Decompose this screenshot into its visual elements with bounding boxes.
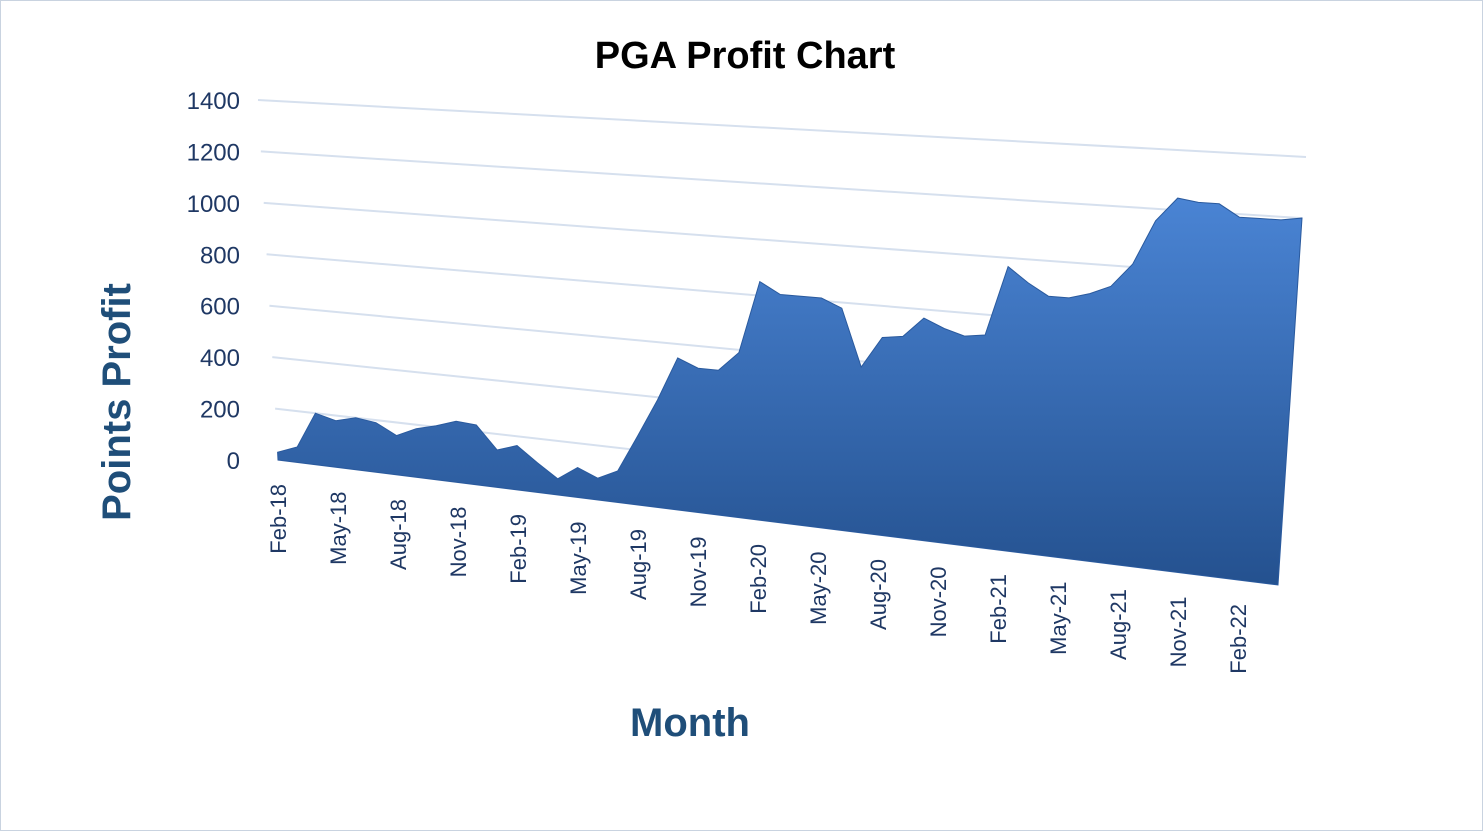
y-tick-label: 0 bbox=[227, 448, 240, 475]
x-tick-label: Nov-20 bbox=[926, 567, 951, 638]
chart-title: PGA Profit Chart bbox=[595, 35, 896, 77]
y-tick-label: 600 bbox=[200, 294, 240, 321]
area-series bbox=[277, 197, 1303, 586]
x-tick-label: Nov-18 bbox=[446, 507, 471, 578]
x-tick-label: Feb-18 bbox=[266, 484, 291, 554]
x-tick-label: Aug-18 bbox=[386, 499, 411, 570]
y-tick-label: 200 bbox=[200, 397, 240, 424]
y-tick-label: 1000 bbox=[187, 191, 240, 218]
area-series-fill bbox=[277, 197, 1303, 586]
y-tick-label: 1400 bbox=[187, 88, 240, 115]
x-tick-label: Nov-19 bbox=[686, 537, 711, 608]
x-tick-label: Nov-21 bbox=[1166, 597, 1191, 668]
x-tick-label: Feb-19 bbox=[506, 514, 531, 584]
y-axis-title: Points Profit bbox=[95, 283, 139, 521]
x-tick-label: Feb-22 bbox=[1226, 604, 1251, 674]
x-tick-label: May-19 bbox=[566, 522, 591, 595]
y-tick-label: 400 bbox=[200, 345, 240, 372]
x-tick-label: Feb-21 bbox=[986, 574, 1011, 644]
x-tick-label: May-20 bbox=[806, 552, 831, 625]
x-tick-label: May-21 bbox=[1046, 582, 1071, 655]
y-tick-label: 800 bbox=[200, 242, 240, 269]
y-axis-ticks: 0 200 400 600 800 1000 1200 1400 bbox=[187, 88, 240, 475]
x-tick-label: Aug-20 bbox=[866, 559, 891, 630]
x-tick-label: May-18 bbox=[326, 492, 351, 565]
gridline bbox=[257, 99, 1307, 158]
x-tick-label: Aug-19 bbox=[626, 529, 651, 600]
gridline bbox=[260, 150, 1303, 220]
y-tick-label: 1200 bbox=[187, 139, 240, 166]
x-tick-label: Feb-20 bbox=[746, 544, 771, 614]
x-axis-ticks: Feb-18 May-18 Aug-18 Nov-18 Feb-19 May-19 Aug-… bbox=[266, 484, 1251, 674]
gridline bbox=[263, 201, 1299, 281]
x-tick-label: Aug-21 bbox=[1106, 589, 1131, 660]
x-axis-title: Month bbox=[630, 701, 750, 745]
